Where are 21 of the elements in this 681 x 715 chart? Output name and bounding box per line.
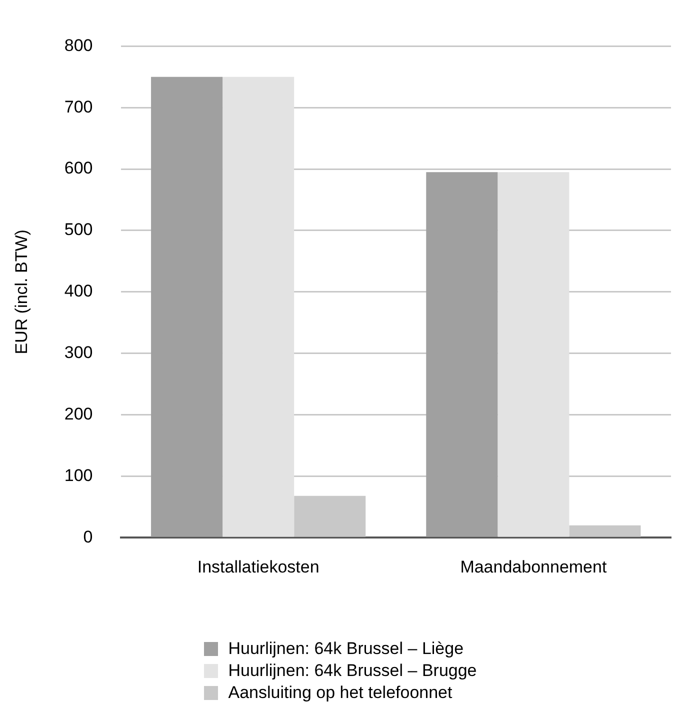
bar xyxy=(498,172,570,537)
y-tick-label: 600 xyxy=(64,158,93,178)
bar xyxy=(151,76,223,537)
legend-label: Huurlijnen: 64k Brussel – Liège xyxy=(228,638,464,660)
y-tick-label: 0 xyxy=(83,527,93,546)
x-tick-label: Maandabonnement xyxy=(460,557,607,576)
y-axis-title: EUR (incl. BTW) xyxy=(12,230,31,354)
y-tick-label: 400 xyxy=(64,282,93,301)
legend-label: Aansluiting op het telefoonnet xyxy=(228,682,452,704)
legend-label: Huurlijnen: 64k Brussel – Brugge xyxy=(228,660,477,682)
y-tick-label: 700 xyxy=(64,97,93,116)
y-tick-label: 500 xyxy=(64,220,93,240)
bar xyxy=(426,172,498,537)
y-tick-label: 800 xyxy=(64,36,93,55)
bar xyxy=(222,76,294,537)
bar xyxy=(569,525,641,537)
bar xyxy=(294,496,366,537)
x-tick-label: Installatiekosten xyxy=(197,557,320,576)
y-tick-label: 300 xyxy=(64,343,93,362)
y-tick-label: 200 xyxy=(64,404,93,424)
y-tick-label: 100 xyxy=(64,466,93,485)
